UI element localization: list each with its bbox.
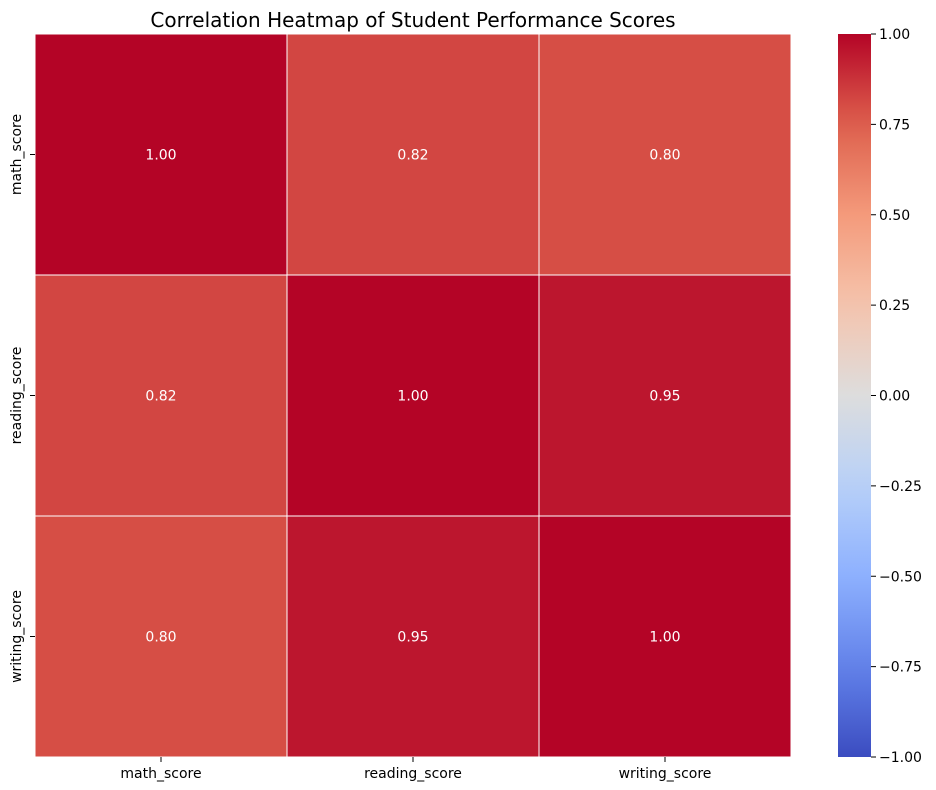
colorbar-tick-label: 1.00 [879, 27, 910, 43]
cell-value-label: 1.00 [649, 630, 680, 646]
x-tick-label: math_score [120, 766, 201, 782]
y-tick-label: reading_score [9, 347, 25, 445]
y-axis: math_score reading_score writing_score [9, 114, 35, 683]
heatmap-cell-math_score-writing_score [538, 33, 792, 276]
colorbar-tick-label: 0.25 [879, 298, 910, 314]
colorbar-gradient [838, 34, 871, 757]
colorbar-tick-label: 0.00 [879, 389, 910, 405]
y-tick-label: math_score [9, 114, 25, 195]
x-tick-label: writing_score [619, 766, 712, 782]
heatmap-cell-reading_score-math_score [34, 274, 288, 517]
heatmap-cells [34, 33, 792, 758]
heatmap-cell-writing_score-math_score [34, 515, 288, 758]
heatmap-cell-writing_score-reading_score [286, 515, 540, 758]
chart-title: Correlation Heatmap of Student Performan… [150, 8, 675, 32]
cell-value-label: 0.80 [649, 148, 680, 164]
colorbar-tick-label: −0.75 [879, 660, 922, 676]
heatmap-cell-reading_score-writing_score [538, 274, 792, 517]
y-tick-label: writing_score [9, 590, 25, 683]
colorbar-tick-label: 0.50 [879, 208, 910, 224]
colorbar: 1.00 0.75 0.50 0.25 0.00 −0.25 −0.50 −0.75 −1.00 [838, 27, 922, 766]
colorbar-tick-label: −1.00 [879, 750, 922, 766]
x-axis: math_score reading_score writing_score [120, 757, 711, 782]
colorbar-tick-label: −0.25 [879, 479, 922, 495]
colorbar-tick-label: 0.75 [879, 117, 910, 133]
colorbar-tick-label: −0.50 [879, 569, 922, 585]
heatmap-cell-reading_score-reading_score [286, 274, 540, 517]
cell-value-label: 1.00 [397, 389, 428, 405]
heatmap-cell-labels: 1.00 0.82 0.80 0.82 1.00 0.95 0.80 0.95 1.00 [145, 148, 680, 646]
cell-value-label: 1.00 [145, 148, 176, 164]
heatmap-cell-math_score-math_score [34, 33, 288, 276]
cell-value-label: 0.95 [649, 389, 680, 405]
cell-value-label: 0.82 [145, 389, 176, 405]
cell-value-label: 0.80 [145, 630, 176, 646]
heatmap-cell-math_score-reading_score [286, 33, 540, 276]
cell-value-label: 0.95 [397, 630, 428, 646]
x-tick-label: reading_score [364, 766, 462, 782]
cell-value-label: 0.82 [397, 148, 428, 164]
